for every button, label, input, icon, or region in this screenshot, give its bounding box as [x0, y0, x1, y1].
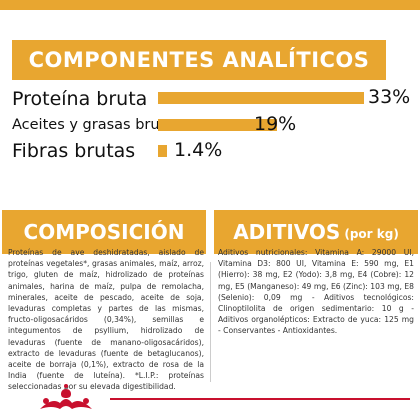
- composition-text: Proteínas de ave deshidratadas, aislado …: [8, 248, 204, 392]
- composition-title: COMPOSICIÓN: [23, 220, 185, 244]
- nutrient-label: Fibras brutas: [12, 140, 136, 162]
- nutrient-value: 19%: [254, 113, 297, 135]
- nutrient-bar-protein: [158, 92, 364, 104]
- section-divider: [210, 262, 211, 382]
- composition-header: COMPOSICIÓN: [2, 210, 206, 254]
- additives-title: ADITIVOS: [233, 220, 341, 244]
- nutrient-value: 1.4%: [174, 139, 223, 161]
- nutrient-row-protein: Proteína bruta: [12, 86, 147, 112]
- analytical-components-title: COMPONENTES ANALÍTICOS: [28, 48, 370, 72]
- analytical-components-header: COMPONENTES ANALÍTICOS: [12, 40, 386, 80]
- nutrient-bar-fiber: [158, 145, 167, 157]
- nutrient-label: Proteína bruta: [12, 88, 148, 110]
- top-color-band: [0, 0, 420, 10]
- nutrient-row-fiber: Fibras brutas: [12, 138, 135, 164]
- additives-header: ADITIVOS (por kg): [214, 210, 418, 254]
- additives-title-suffix: (por kg): [344, 227, 399, 241]
- nutrient-row-fat: Aceites y grasas brutos: [12, 114, 182, 136]
- additives-text: Aditivos nutricionales: Vitamina A: 2900…: [218, 248, 414, 336]
- brand-red-rule: [110, 398, 410, 400]
- nutrient-value: 33%: [368, 86, 411, 108]
- royal-canin-crown-logo: [34, 383, 98, 415]
- nutrient-label: Aceites y grasas brutos: [12, 117, 182, 133]
- nutrient-bar-fat: [158, 119, 277, 131]
